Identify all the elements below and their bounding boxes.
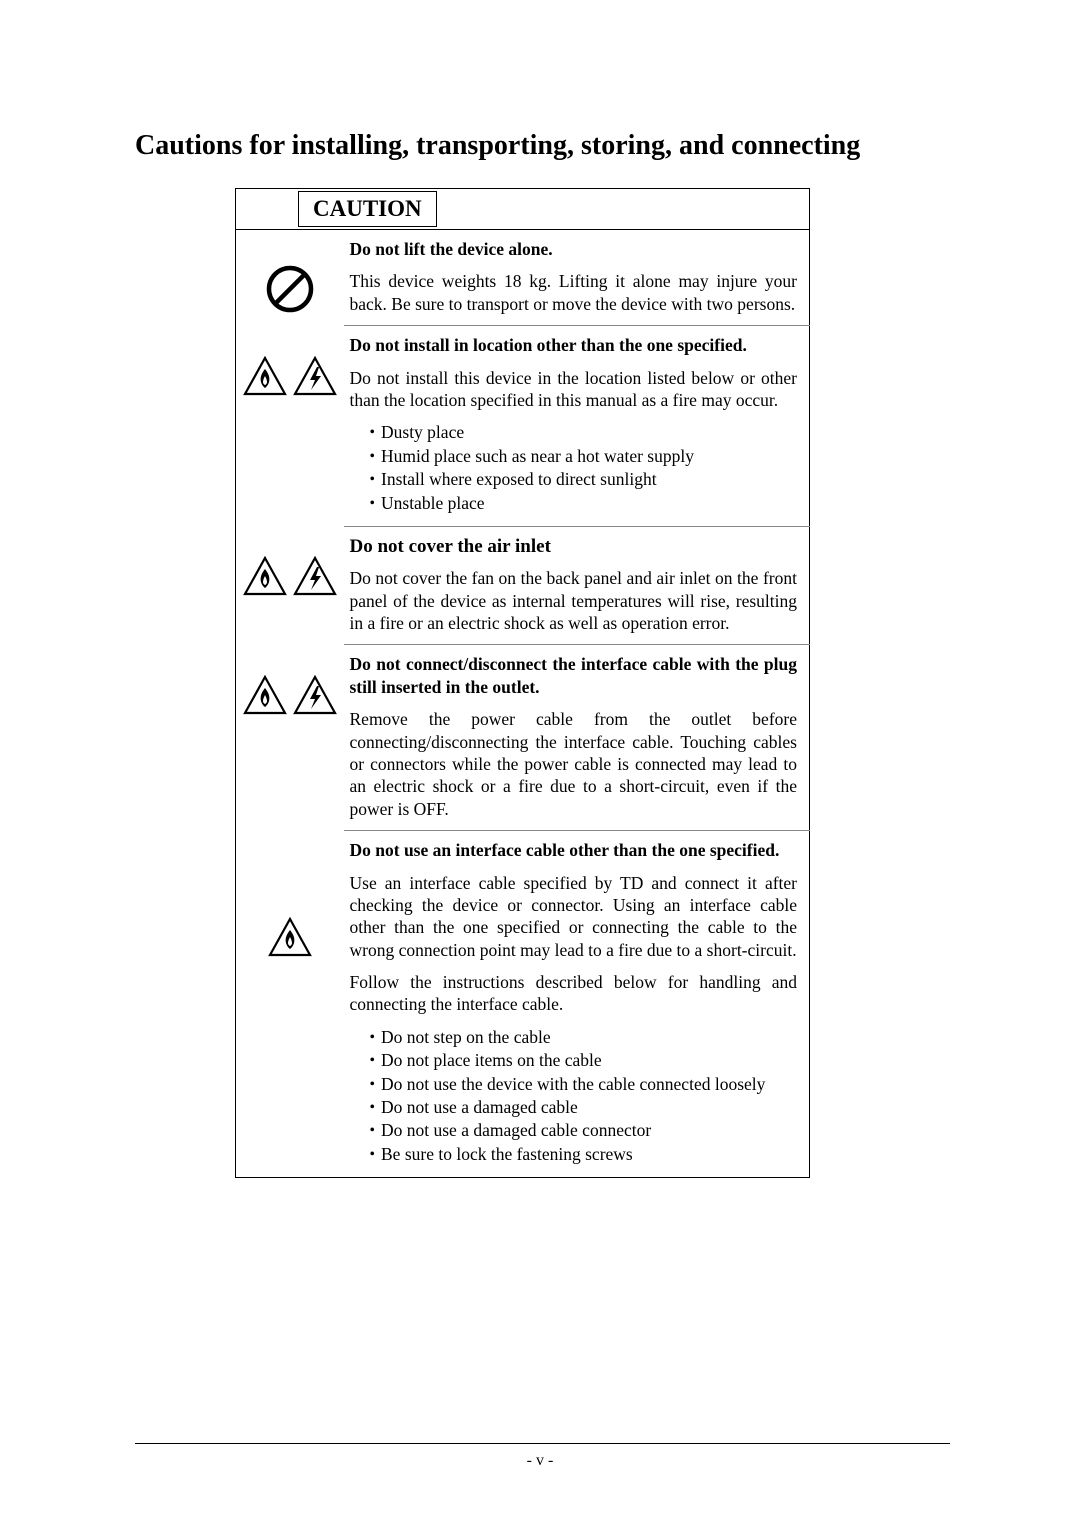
fire-triangle-icon <box>243 356 287 396</box>
caution-row: Do not connect/disconnect the interface … <box>236 645 810 831</box>
shock-triangle-icon <box>293 675 337 715</box>
caution-table: CAUTION Do not lift the device alone. Thi… <box>235 188 810 1178</box>
page-number: - v - <box>0 1452 1080 1470</box>
section-heading: Do not lift the device alone. <box>350 238 798 260</box>
bullet-list: Do not step on the cableDo not place ite… <box>368 1026 798 1165</box>
content-cell: Do not connect/disconnect the interface … <box>344 645 810 831</box>
shock-triangle-icon <box>293 356 337 396</box>
caution-row: Do not cover the air inlet Do not cover t… <box>236 526 810 644</box>
section-heading: Do not cover the air inlet <box>350 535 798 559</box>
bullet-list: Dusty placeHumid place such as near a ho… <box>368 421 798 514</box>
bullet-item: Do not place items on the cable <box>368 1049 798 1071</box>
content-cell: Do not cover the air inlet Do not cover t… <box>344 526 810 644</box>
prohibit-icon <box>265 264 315 314</box>
icon-cell <box>236 230 344 326</box>
section-paragraph: Use an interface cable specified by TD a… <box>350 872 798 962</box>
section-paragraph: Follow the instructions described below … <box>350 971 798 1016</box>
bullet-item: Unstable place <box>368 492 798 514</box>
content-cell: Do not lift the device alone. This device… <box>344 230 810 326</box>
fire-triangle-icon <box>243 675 287 715</box>
fire-triangle-icon <box>243 556 287 596</box>
bullet-item: Do not use a damaged cable connector <box>368 1119 798 1141</box>
section-heading: Do not connect/disconnect the interface … <box>350 653 798 698</box>
footer-rule <box>135 1443 950 1444</box>
content-cell: Do not install in location other than th… <box>344 326 810 527</box>
caution-row: Do not install in location other than th… <box>236 326 810 527</box>
page-title: Cautions for installing, transporting, s… <box>135 130 950 162</box>
content-cell: Do not use an interface cable other than… <box>344 831 810 1178</box>
section-heading: Do not use an interface cable other than… <box>350 839 798 861</box>
section-heading: Do not install in location other than th… <box>350 334 798 356</box>
caution-header-row: CAUTION <box>236 189 810 230</box>
bullet-item: Do not use a damaged cable <box>368 1096 798 1118</box>
section-paragraph: Do not install this device in the locati… <box>350 367 798 412</box>
page-content: Cautions for installing, transporting, s… <box>0 0 1080 1178</box>
bullet-item: Install where exposed to direct sunlight <box>368 468 798 490</box>
bullet-item: Do not step on the cable <box>368 1026 798 1048</box>
section-paragraph: Remove the power cable from the outlet b… <box>350 708 798 820</box>
shock-triangle-icon <box>293 556 337 596</box>
section-paragraph: Do not cover the fan on the back panel a… <box>350 567 798 634</box>
caution-row: Do not use an interface cable other than… <box>236 831 810 1178</box>
bullet-item: Be sure to lock the fastening screws <box>368 1143 798 1165</box>
fire-triangle-icon <box>268 917 312 957</box>
caution-row: Do not lift the device alone. This device… <box>236 230 810 326</box>
icon-cell <box>236 831 344 1178</box>
caution-label: CAUTION <box>298 191 437 227</box>
bullet-item: Dusty place <box>368 421 798 443</box>
icon-cell <box>236 645 344 831</box>
section-paragraph: This device weights 18 kg. Lifting it al… <box>350 270 798 315</box>
bullet-item: Do not use the device with the cable con… <box>368 1073 798 1095</box>
icon-cell <box>236 526 344 644</box>
bullet-item: Humid place such as near a hot water sup… <box>368 445 798 467</box>
icon-cell <box>236 326 344 527</box>
